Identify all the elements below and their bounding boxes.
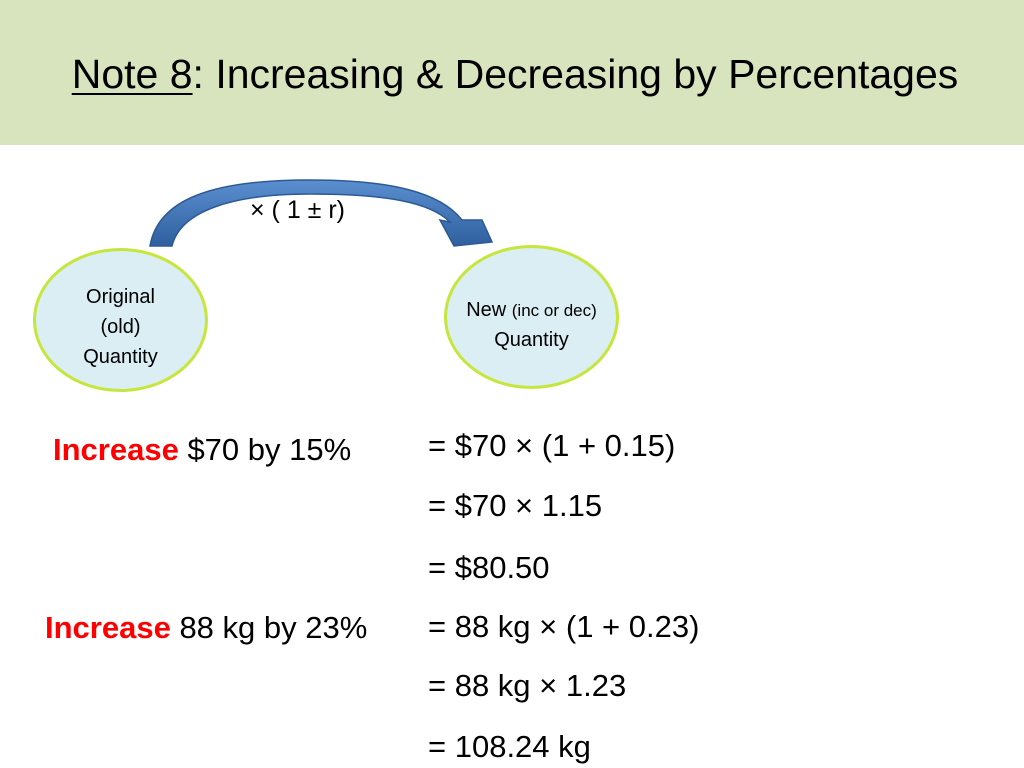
example-1-keyword: Increase — [53, 432, 179, 467]
new-quantity-bubble: New (inc or dec) Quantity — [444, 245, 619, 389]
original-line-3: Quantity — [83, 346, 158, 368]
example-2-step-2: = 88 kg × 1.23 — [428, 668, 627, 703]
title-text: : Increasing & Decreasing by Percentages — [192, 51, 959, 97]
original-quantity-bubble: Original (old) Quantity — [33, 248, 208, 392]
example-2-step-1: = 88 kg × (1 + 0.23) — [428, 609, 700, 644]
new-word: New — [466, 299, 507, 321]
example-1-prompt: Increase $70 by 15% — [53, 430, 351, 470]
original-line-1: Original — [86, 286, 155, 308]
example-2-step-3: = 108.24 kg — [428, 729, 591, 764]
example-1-step-2: = $70 × 1.15 — [428, 488, 603, 523]
example-2-text: 88 kg by 23% — [170, 610, 368, 645]
example-1-step-3: = $80.50 — [428, 550, 550, 585]
example-2-prompt: Increase 88 kg by 23% — [45, 608, 367, 648]
original-line-2: (old) — [100, 316, 141, 338]
new-line-2: Quantity — [494, 329, 569, 351]
example-1-text: $70 by 15% — [178, 432, 352, 467]
new-qualifier: (inc or dec) — [511, 301, 597, 320]
example-1-step-1: = $70 × (1 + 0.15) — [428, 428, 676, 463]
new-line-1: New (inc or dec) — [447, 295, 616, 326]
example-2-keyword: Increase — [45, 610, 171, 645]
arrow-formula-label: × ( 1 ± r) — [250, 196, 345, 224]
curved-arrow-icon — [149, 179, 494, 247]
slide-title: Note 8: Increasing & Decreasing by Perce… — [0, 44, 1024, 104]
title-note-label: Note 8 — [71, 51, 193, 97]
title-bar: Note 8: Increasing & Decreasing by Perce… — [0, 0, 1024, 145]
